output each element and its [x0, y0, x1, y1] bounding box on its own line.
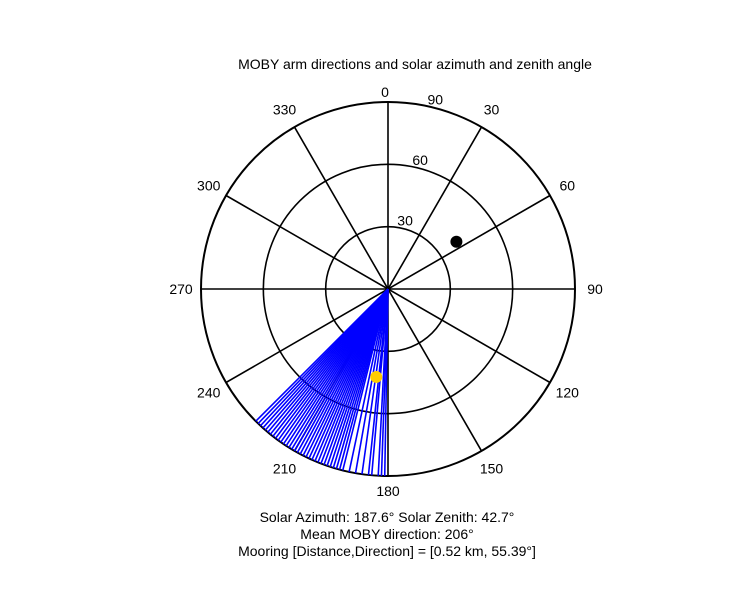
sun-marker: [370, 370, 383, 383]
radial-tick-label-30: 30: [397, 213, 413, 229]
angle-tick-label-0: 0: [381, 84, 389, 100]
arm-line: [354, 288, 389, 474]
arm-direction-lines: [255, 288, 389, 476]
tick-labels: 0 30 60 90 120 150 180 210 240 270 300 330 30 60 90: [169, 84, 603, 499]
angle-tick-label-120: 120: [556, 385, 580, 401]
angle-tick-label-150: 150: [480, 460, 504, 476]
angle-tick-label-270: 270: [169, 281, 193, 297]
chart-title: MOBY arm directions and solar azimuth an…: [238, 56, 592, 72]
angle-tick-label-180: 180: [376, 483, 400, 499]
mooring-marker: [450, 235, 463, 248]
radial-tick-label-90: 90: [427, 92, 443, 108]
data-points: [370, 235, 463, 383]
mooring-caption: Mooring [Distance,Direction] = [0.52 km,…: [238, 543, 536, 559]
arm-line: [377, 288, 389, 476]
mean-direction-caption: Mean MOBY direction: 206°: [300, 526, 473, 542]
angle-tick-label-210: 210: [273, 460, 297, 476]
angle-tick-label-60: 60: [559, 178, 575, 194]
angle-tick-label-90: 90: [587, 281, 603, 297]
angle-tick-label-240: 240: [197, 385, 221, 401]
angle-tick-label-300: 300: [197, 178, 221, 194]
solar-caption: Solar Azimuth: 187.6° Solar Zenith: 42.7…: [260, 509, 515, 525]
arm-line: [255, 288, 389, 422]
radial-tick-label-60: 60: [412, 152, 428, 168]
angle-tick-label-30: 30: [484, 102, 500, 118]
angle-tick-label-330: 330: [273, 102, 297, 118]
arm-line: [348, 288, 389, 473]
